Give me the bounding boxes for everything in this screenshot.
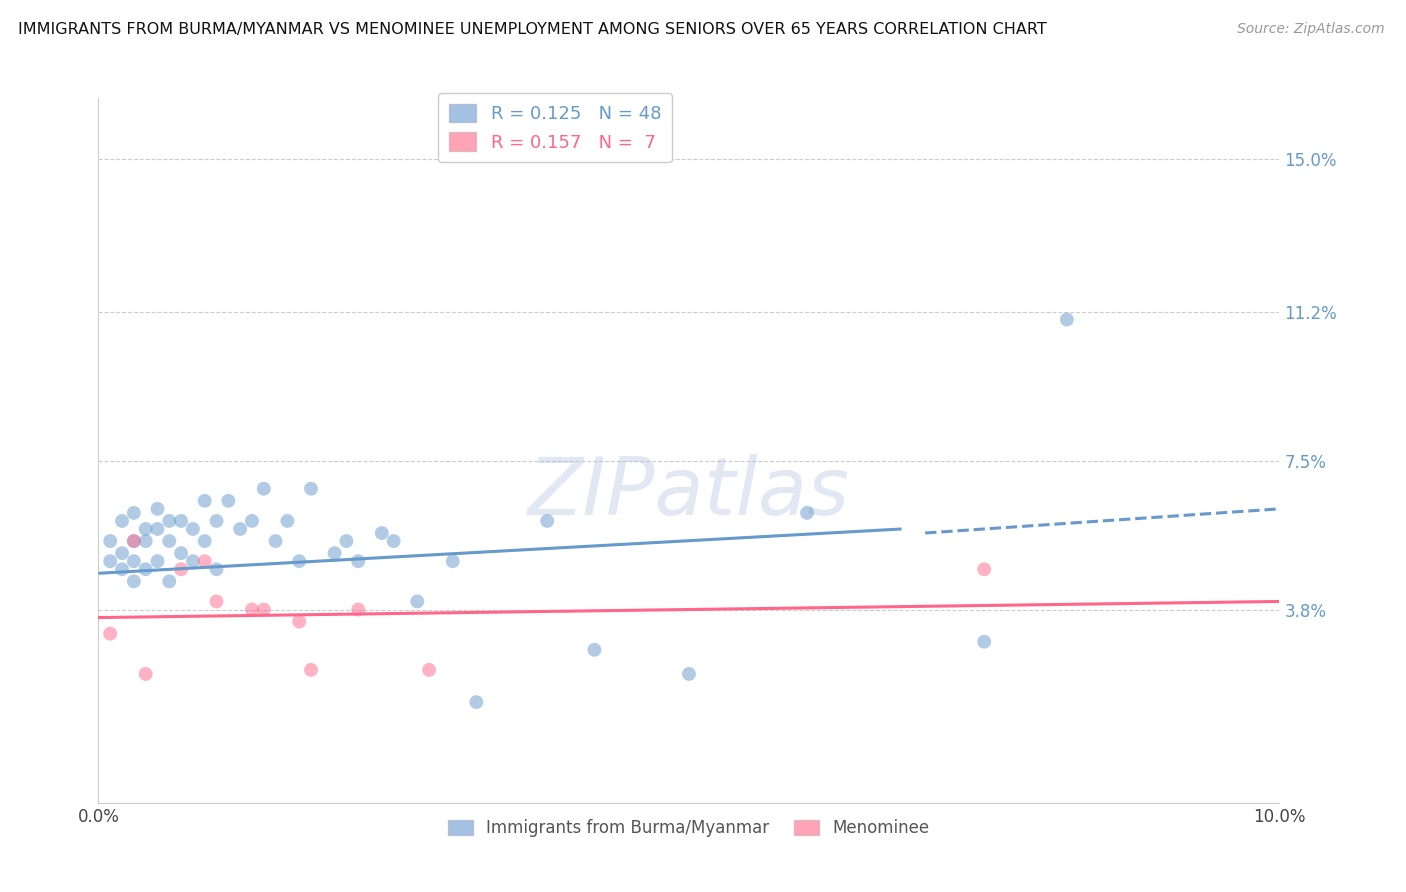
Point xyxy=(157,514,180,528)
Point xyxy=(240,602,263,616)
Point xyxy=(98,626,121,640)
Point xyxy=(111,562,134,576)
Point xyxy=(135,522,157,536)
Point xyxy=(194,534,217,549)
Point xyxy=(157,534,180,549)
Point xyxy=(240,514,263,528)
Legend: Immigrants from Burma/Myanmar, Menominee: Immigrants from Burma/Myanmar, Menominee xyxy=(441,813,936,844)
Point xyxy=(973,634,995,648)
Point xyxy=(146,522,169,536)
Point xyxy=(229,522,252,536)
Point xyxy=(111,514,134,528)
Point xyxy=(122,534,145,549)
Point xyxy=(217,493,239,508)
Point xyxy=(323,546,346,560)
Point xyxy=(973,562,995,576)
Point xyxy=(276,514,298,528)
Point xyxy=(146,554,169,568)
Point xyxy=(146,501,169,516)
Point xyxy=(418,663,440,677)
Point xyxy=(181,522,204,536)
Point xyxy=(194,554,217,568)
Point xyxy=(135,534,157,549)
Point xyxy=(465,695,488,709)
Point xyxy=(122,506,145,520)
Point xyxy=(299,663,322,677)
Point xyxy=(264,534,287,549)
Point xyxy=(347,554,370,568)
Point xyxy=(122,574,145,589)
Point xyxy=(253,602,276,616)
Point xyxy=(170,546,193,560)
Point xyxy=(205,514,228,528)
Point xyxy=(253,482,276,496)
Point xyxy=(583,642,606,657)
Point xyxy=(406,594,429,608)
Point xyxy=(347,602,370,616)
Point xyxy=(205,594,228,608)
Point xyxy=(122,534,145,549)
Y-axis label: Unemployment Among Seniors over 65 years: Unemployment Among Seniors over 65 years xyxy=(0,261,8,640)
Point xyxy=(157,574,180,589)
Point xyxy=(441,554,464,568)
Point xyxy=(382,534,405,549)
Point xyxy=(205,562,228,576)
Point xyxy=(288,615,311,629)
Point xyxy=(98,554,121,568)
Point xyxy=(98,534,121,549)
Point xyxy=(194,493,217,508)
Point xyxy=(1056,312,1078,326)
Point xyxy=(335,534,357,549)
Point xyxy=(536,514,558,528)
Point xyxy=(170,514,193,528)
Point xyxy=(135,562,157,576)
Point xyxy=(796,506,818,520)
Point xyxy=(170,562,193,576)
Point xyxy=(181,554,204,568)
Text: Source: ZipAtlas.com: Source: ZipAtlas.com xyxy=(1237,22,1385,37)
Point xyxy=(371,526,394,541)
Point xyxy=(299,482,322,496)
Point xyxy=(678,667,700,681)
Point xyxy=(122,554,145,568)
Point xyxy=(111,546,134,560)
Point xyxy=(135,667,157,681)
Text: ZIPatlas: ZIPatlas xyxy=(527,454,851,532)
Point xyxy=(288,554,311,568)
Text: IMMIGRANTS FROM BURMA/MYANMAR VS MENOMINEE UNEMPLOYMENT AMONG SENIORS OVER 65 YE: IMMIGRANTS FROM BURMA/MYANMAR VS MENOMIN… xyxy=(18,22,1047,37)
